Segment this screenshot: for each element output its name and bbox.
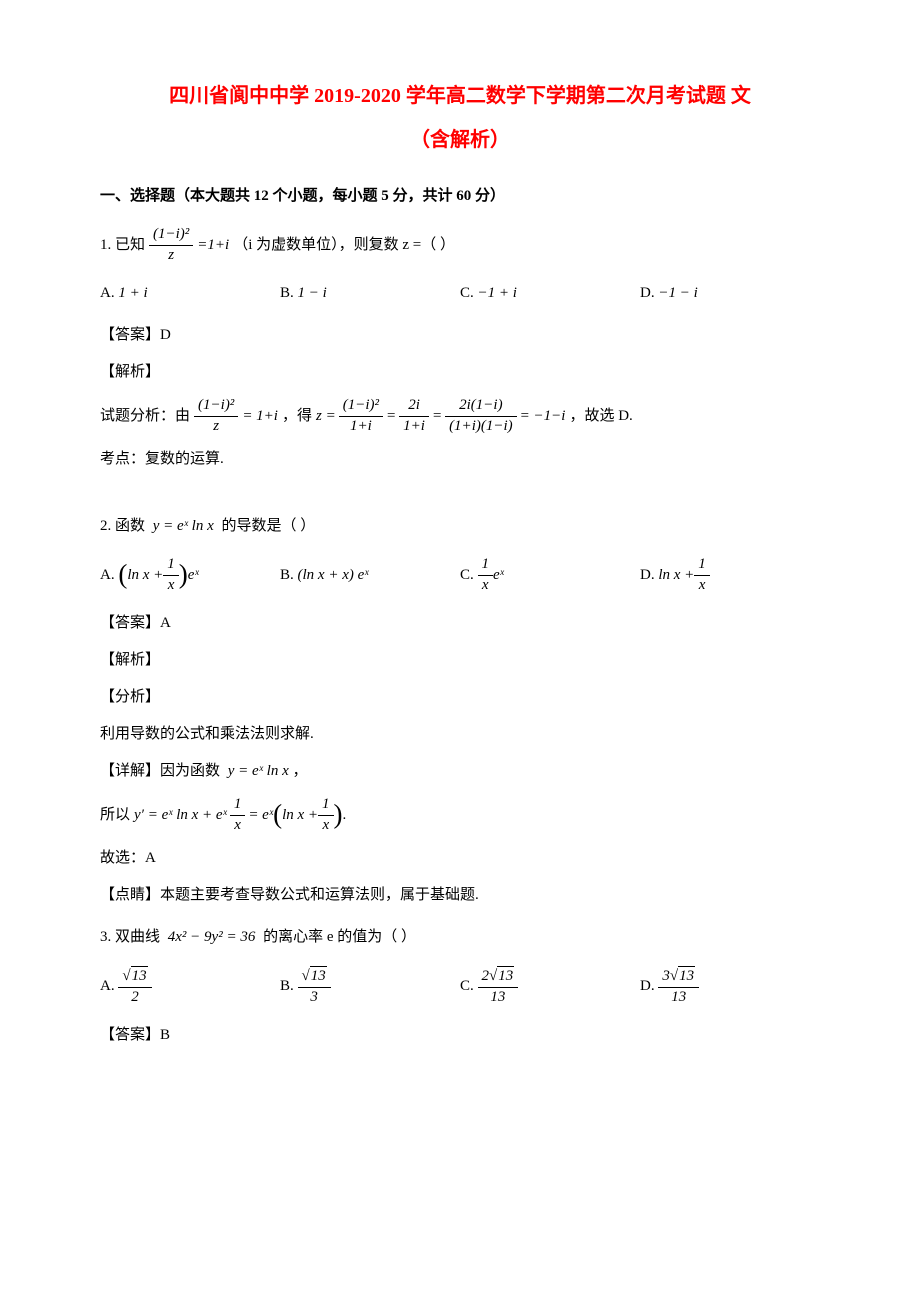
q2-dianqing: 【点睛】本题主要考查导数公式和运算法则，属于基础题. — [100, 882, 820, 909]
exam-subtitle: （含解析） — [100, 122, 820, 158]
q2-choices: A. ( ln x + 1 x ) eˣ B. (ln x + x) eˣ C.… — [100, 555, 820, 595]
q1-choices: A. 1 + i B. 1 − i C. −1 + i D. −1 − i — [100, 280, 820, 307]
exam-title: 四川省阆中中学 2019-2020 学年高二数学下学期第二次月考试题 文 — [100, 80, 820, 112]
q2-suffix: 的导数是（ ） — [222, 518, 316, 534]
q1-choice-a: A. 1 + i — [100, 280, 280, 307]
section-heading: 一、选择题（本大题共 12 个小题，每小题 5 分，共计 60 分） — [100, 183, 820, 210]
q1-choice-b: B. 1 − i — [280, 280, 460, 307]
q2-choice-c: C. 1 x eˣ — [460, 555, 640, 595]
q1-analysis: 试题分析：由 (1−i)² z = 1+i ，得 z = (1−i)² 1+i … — [100, 396, 820, 436]
q2-answer: 【答案】A — [100, 610, 820, 637]
q1-suffix: （i 为虚数单位），则复数 z =（ ） — [233, 232, 455, 259]
q1-kaodian: 考点：复数的运算. — [100, 446, 820, 473]
q1-answer: 【答案】D — [100, 322, 820, 349]
q2-choice-b: B. (ln x + x) eˣ — [280, 555, 460, 595]
q1-choice-d: D. −1 − i — [640, 280, 820, 307]
q2-xiangjie: 【详解】因为函数 y = eˣ ln x ， — [100, 758, 820, 785]
q2-fenxi-label: 【分析】 — [100, 684, 820, 711]
q3-choice-b: B. √13 3 — [280, 966, 460, 1007]
q3-choice-c: C. 2√13 13 — [460, 966, 640, 1007]
q1-prefix: 1. 已知 — [100, 232, 145, 259]
q1-analysis-label: 【解析】 — [100, 359, 820, 386]
q3-answer: 【答案】B — [100, 1022, 820, 1049]
q2-analysis-label: 【解析】 — [100, 647, 820, 674]
q3-choice-a: A. √13 2 — [100, 966, 280, 1007]
q2-fenxi-text: 利用导数的公式和乘法法则求解. — [100, 721, 820, 748]
q3-choice-d: D. 3√13 13 — [640, 966, 820, 1007]
q1-fraction: (1−i)² z — [149, 225, 193, 265]
q2-derivation: 所以 y′ = eˣ ln x + eˣ 1 x = eˣ ( ln x + 1… — [100, 795, 820, 835]
question-3: 3. 双曲线 4x² − 9y² = 36 的离心率 e 的值为（ ） — [100, 924, 820, 951]
q3-prefix: 3. 双曲线 — [100, 929, 160, 945]
q2-choice-a: A. ( ln x + 1 x ) eˣ — [100, 555, 280, 595]
question-2: 2. 函数 y = eˣ ln x 的导数是（ ） — [100, 513, 820, 540]
q2-choice-d: D. ln x + 1 x — [640, 555, 820, 595]
q3-choices: A. √13 2 B. √13 3 C. 2√13 13 D. 3√13 13 — [100, 966, 820, 1007]
q1-choice-c: C. −1 + i — [460, 280, 640, 307]
q2-guxuan: 故选：A — [100, 845, 820, 872]
q3-suffix: 的离心率 e 的值为（ ） — [263, 929, 416, 945]
question-1: 1. 已知 (1−i)² z =1+i （i 为虚数单位），则复数 z =（ ） — [100, 225, 820, 265]
q2-prefix: 2. 函数 — [100, 518, 145, 534]
